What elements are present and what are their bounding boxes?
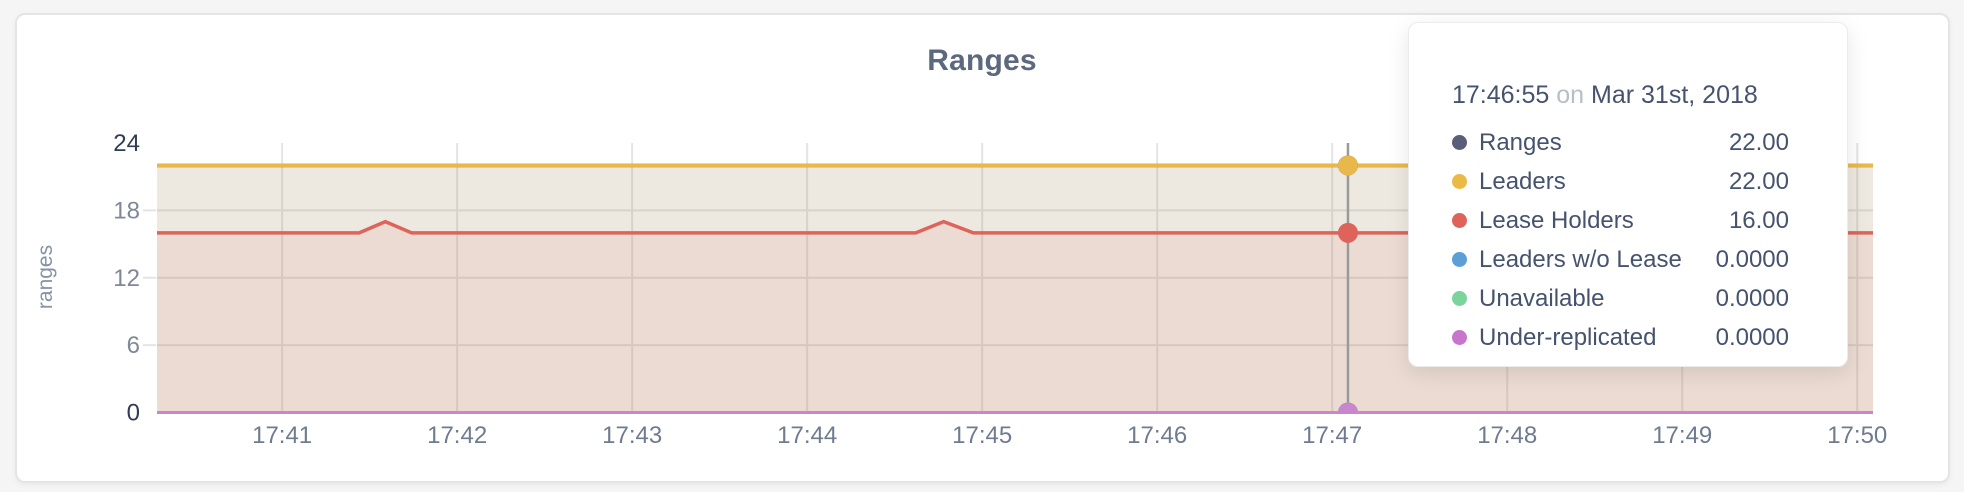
tooltip-on-word: on: [1549, 81, 1592, 109]
hover-dot-lease-holders: [1337, 222, 1358, 243]
tooltip-row: Leaders 22.00: [1452, 162, 1789, 201]
x-tick-label: 17:42: [427, 422, 487, 449]
legend-dot-icon: [1452, 135, 1467, 150]
tooltip-row: Ranges 22.00: [1452, 123, 1789, 162]
hover-dots: [1337, 155, 1358, 413]
tooltip-series-label: Ranges: [1479, 128, 1562, 156]
tooltip-date: Mar 31st, 2018: [1591, 81, 1758, 109]
hover-guideline-group: [1337, 143, 1358, 413]
x-tick-label: 17:48: [1477, 422, 1537, 449]
tooltip-row: Lease Holders 16.00: [1452, 201, 1789, 240]
tooltip-rows: Ranges 22.00 Leaders 22.00 Lease Holders 16.0…: [1452, 123, 1789, 357]
y-tick-label: 6: [127, 332, 140, 359]
tooltip-series-value: 16.00: [1728, 206, 1789, 234]
x-tick-label: 17:46: [1127, 422, 1187, 449]
hover-dot-under-replicated: [1337, 402, 1358, 413]
y-tick-label: 24: [113, 130, 140, 157]
legend-dot-icon: [1452, 291, 1467, 306]
tooltip-series-value: 22.00: [1728, 167, 1789, 195]
legend-dot-icon: [1452, 252, 1467, 267]
tooltip-series-label: Under-replicated: [1479, 323, 1657, 351]
tooltip-series-label: Leaders: [1479, 167, 1566, 195]
tooltip-header: 17:46:55 on Mar 31st, 2018: [1452, 81, 1817, 110]
legend-dot-icon: [1452, 174, 1467, 189]
y-axis-title: ranges: [34, 245, 57, 309]
y-tick-label: 0: [127, 400, 140, 427]
tooltip-row: Unavailable 0.0000: [1452, 279, 1789, 318]
tooltip-series-label: Lease Holders: [1479, 206, 1634, 234]
tooltip-series-label: Leaders w/o Lease: [1479, 245, 1682, 273]
tooltip-time: 17:46:55: [1452, 81, 1550, 109]
chart-tooltip: 17:46:55 on Mar 31st, 2018 Ranges 22.00 Le…: [1408, 22, 1848, 367]
y-axis-labels: 0 6 12 18 24: [113, 130, 140, 427]
y-tick-label: 18: [113, 197, 140, 224]
y-tick-label: 12: [113, 265, 140, 292]
x-tick-label: 17:43: [602, 422, 662, 449]
chart-title: Ranges: [927, 44, 1037, 77]
x-axis-labels: 17:41 17:42 17:43 17:44 17:45 17:46 17:47 17:48…: [252, 422, 1887, 449]
tooltip-series-value: 0.0000: [1715, 323, 1789, 351]
series-line-lease-holders: [157, 219, 1873, 235]
hover-dot-leaders: [1337, 155, 1358, 176]
x-tick-label: 17:45: [952, 422, 1012, 449]
tooltip-series-value: 22.00: [1728, 128, 1789, 156]
tooltip-series-label: Unavailable: [1479, 284, 1605, 312]
tooltip-series-value: 0.0000: [1715, 284, 1789, 312]
x-tick-label: 17:50: [1827, 422, 1887, 449]
legend-dot-icon: [1452, 330, 1467, 345]
x-tick-label: 17:47: [1302, 422, 1362, 449]
legend-dot-icon: [1452, 213, 1467, 228]
x-tick-label: 17:49: [1652, 422, 1712, 449]
tooltip-row: Under-replicated 0.0000: [1452, 318, 1789, 357]
x-tick-label: 17:44: [777, 422, 837, 449]
x-tick-label: 17:41: [252, 422, 312, 449]
tooltip-row: Leaders w/o Lease 0.0000: [1452, 240, 1789, 279]
tooltip-series-value: 0.0000: [1715, 245, 1789, 273]
